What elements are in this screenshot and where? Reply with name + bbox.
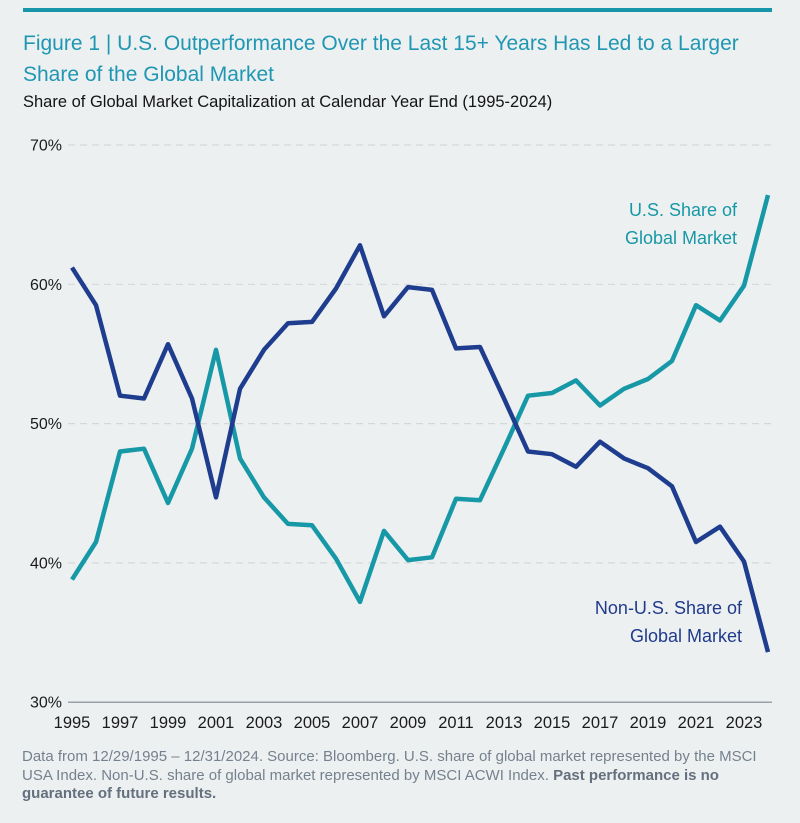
y-tick-label: 70%: [30, 138, 62, 155]
figure-title: Figure 1 | U.S. Outperformance Over the …: [23, 28, 783, 90]
x-tick-label: 2009: [390, 714, 427, 732]
y-tick-label: 50%: [30, 416, 62, 433]
x-tick-label: 2021: [678, 714, 715, 732]
figure-title-line2: Share of the Global Market: [23, 63, 274, 86]
y-tick-label: 30%: [30, 695, 62, 712]
us-share-line-label: U.S. Share of Global Market: [625, 196, 737, 252]
source-footnote: Data from 12/29/1995 – 12/31/2024. Sourc…: [22, 748, 772, 804]
non-us-share-label-line1: Non-U.S. Share of: [594, 598, 742, 618]
x-tick-label: 2003: [246, 714, 283, 732]
x-tick-label: 1997: [102, 714, 139, 732]
non-us-share-line: [70, 243, 771, 653]
x-tick-label: 2019: [630, 714, 667, 732]
us-share-label-line2: Global Market: [624, 228, 737, 248]
y-tick-label: 40%: [30, 555, 62, 572]
footnote-text: Data from 12/29/1995 – 12/31/2024. Sourc…: [22, 748, 757, 784]
us-share-line: [70, 194, 771, 605]
x-tick-label: 2011: [438, 714, 473, 732]
x-tick-label: 2023: [726, 714, 763, 732]
x-tick-label: 2001: [198, 714, 235, 732]
x-tick-label: 2013: [486, 714, 523, 732]
x-tick-label: 1999: [150, 714, 187, 732]
non-us-share-line-label: Non-U.S. Share of Global Market: [595, 594, 742, 650]
non-us-share-label-line2: Global Market: [629, 626, 742, 646]
x-tick-label: 2017: [582, 714, 619, 732]
us-share-label-line1: U.S. Share of: [628, 200, 737, 220]
footnote-disclaimer: Past performance is no guarantee of futu…: [22, 766, 719, 803]
x-tick-label: 2005: [294, 714, 331, 732]
x-tick-label: 2015: [534, 714, 571, 732]
y-tick-label: 60%: [30, 277, 62, 294]
x-tick-label: 2007: [342, 714, 379, 732]
x-tick-label: 1995: [54, 714, 91, 732]
teal-top-rule: [23, 8, 772, 12]
figure-title-line1: Figure 1 | U.S. Outperformance Over the …: [23, 32, 739, 55]
chart-subtitle: Share of Global Market Capitalization at…: [23, 93, 553, 111]
